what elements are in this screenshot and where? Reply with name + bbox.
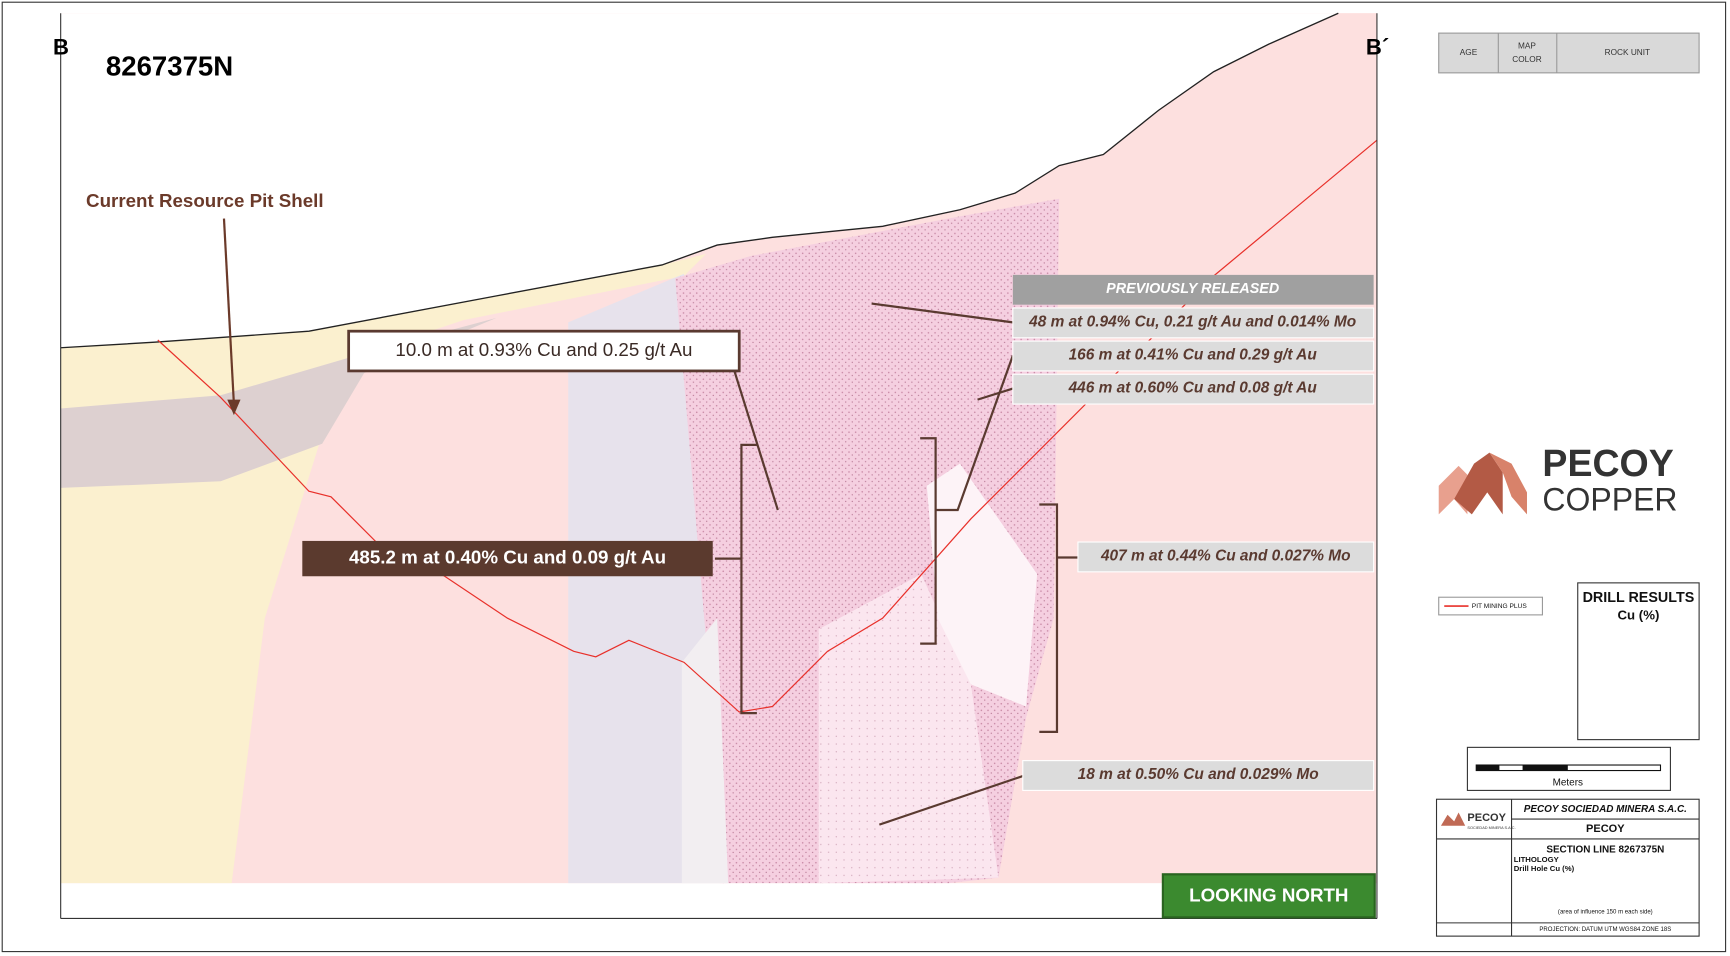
- drill-legend-box: [1577, 582, 1700, 741]
- callout-text: 407 m at 0.44% Cu and 0.027% Mo: [1100, 547, 1351, 564]
- callout-text: 446 m at 0.60% Cu and 0.08 g/t Au: [1068, 380, 1318, 397]
- legend-header-text: COLOR: [1512, 55, 1541, 64]
- section-end-left: B: [53, 34, 69, 59]
- scale-bar: Meters: [1466, 746, 1671, 791]
- tb-logo: PECOY: [1467, 812, 1506, 824]
- callout-text: 48 m at 0.94% Cu, 0.21 g/t Au and 0.014%…: [1028, 313, 1356, 330]
- dacitic-porphyry: [568, 273, 720, 884]
- tb-note: (area of influence 150 m each side): [1558, 909, 1653, 915]
- callout-box: [302, 540, 713, 577]
- logo-shape: [1489, 452, 1527, 515]
- callout-text: 10.0 m at 0.93% Cu and 0.25 g/t Au: [395, 339, 692, 360]
- tb-lithology: LITHOLOGY: [1514, 855, 1560, 864]
- callout-header: [1012, 274, 1374, 305]
- drill-legend-title: DRILL RESULTS: [1583, 590, 1695, 606]
- granite-right: [1338, 13, 1377, 884]
- title-block: PECOY SOCIEDAD MINERA S.A.C. PECOY SOCIE…: [1435, 798, 1700, 937]
- pit-shell-label: Current Resource Pit Shell: [86, 190, 323, 211]
- pit-legend-box: [1438, 596, 1543, 616]
- title-block-box: [1435, 798, 1700, 937]
- callout-text: PREVIOUSLY RELEASED: [1106, 281, 1279, 297]
- callout-text: 18 m at 0.50% Cu and 0.029% Mo: [1078, 766, 1319, 783]
- sky: [60, 13, 1339, 348]
- drill-legend: DRILL RESULTS Cu (%): [1577, 582, 1700, 741]
- drill-legend-subtitle: Cu (%): [1617, 607, 1659, 622]
- section-title: 8267375N: [106, 51, 233, 82]
- pit-shell-arrow: [222, 218, 236, 405]
- scale-unit: Meters: [1553, 777, 1583, 788]
- callout-box: [1077, 541, 1375, 573]
- transitional-breccia: [818, 574, 999, 884]
- logo-sub: COPPER: [1542, 482, 1677, 518]
- tb-company: PECOY SOCIEDAD MINERA S.A.C.: [1524, 804, 1687, 815]
- callout-box: [347, 329, 741, 373]
- looking-box: [1161, 873, 1376, 919]
- logo: PECOY COPPER: [1438, 442, 1678, 518]
- callout-text: 166 m at 0.41% Cu and 0.29 g/t Au: [1069, 347, 1318, 364]
- bracket: [714, 443, 757, 715]
- callout-text: 485.2 m at 0.40% Cu and 0.09 g/t Au: [349, 547, 666, 568]
- tb-project: PECOY: [1586, 823, 1625, 835]
- tb-section: SECTION LINE 8267375N: [1546, 845, 1664, 856]
- tb-logo-shape: [1440, 812, 1466, 826]
- legend-header-text: AGE: [1460, 48, 1478, 57]
- callout-box: [1012, 340, 1375, 372]
- breccia-pocket: [926, 463, 1038, 707]
- leader: [878, 775, 1024, 826]
- leader: [977, 387, 1014, 401]
- leader: [727, 350, 779, 511]
- legend-header-text: ROCK UNIT: [1605, 48, 1650, 57]
- tb-drill: Drill Hole Cu (%): [1514, 864, 1575, 873]
- bracket: [920, 355, 1014, 645]
- logo-shape: [1454, 452, 1503, 515]
- callout-box: [1022, 760, 1375, 791]
- bracket: [1039, 503, 1078, 734]
- legend-header: [1438, 32, 1700, 74]
- logo-name: PECOY: [1542, 442, 1673, 484]
- looking-text: LOOKING NORTH: [1189, 884, 1348, 905]
- tb-logo-sub: SOCIEDAD MINERA S.A.C.: [1467, 826, 1515, 830]
- callouts: 10.0 m at 0.93% Cu and 0.25 g/t Au 485.2…: [302, 274, 1376, 919]
- callout-box: [1012, 373, 1375, 405]
- scale-bar-seg: [1522, 765, 1568, 771]
- rock-legend: AGE MAP COLOR ROCK UNIT: [1438, 32, 1700, 74]
- pit-shell-line: [157, 139, 1378, 713]
- legend-header-text: MAP: [1518, 42, 1536, 51]
- scale-bar-seg: [1476, 765, 1500, 771]
- callout-box: [1012, 307, 1375, 339]
- scale-bar-outline: [1475, 764, 1662, 772]
- section-end-right: B´: [1366, 34, 1389, 59]
- topography: [60, 12, 1339, 349]
- pit-legend-text: PIT MINING PLUS: [1472, 603, 1528, 610]
- geology: [60, 12, 1377, 884]
- leader: [871, 302, 1013, 324]
- arrow-head: [227, 399, 241, 416]
- tb-projection: PROJECTION: DATUM UTM WGS84 ZONE 18S: [1539, 927, 1671, 933]
- light-zone: [681, 618, 729, 884]
